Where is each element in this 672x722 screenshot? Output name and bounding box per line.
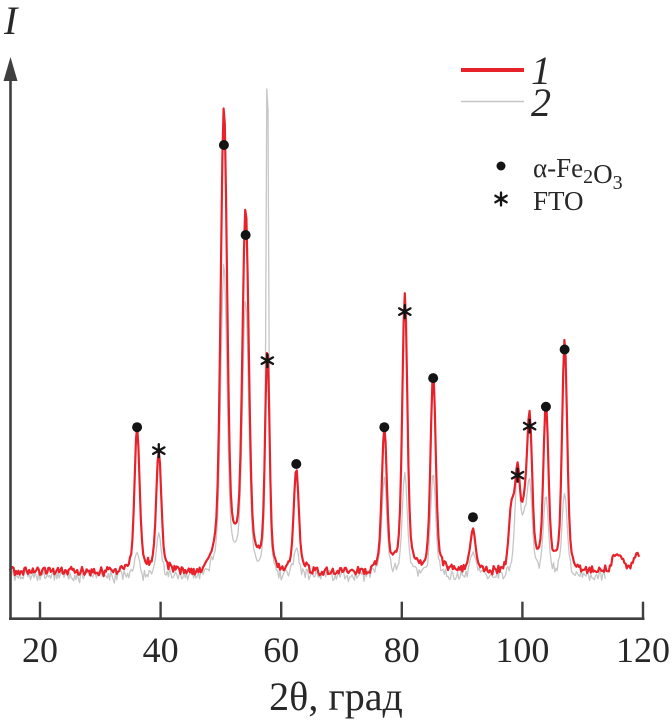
legend-label-series-2: 2 — [531, 80, 551, 125]
phase-label-fto: FTO — [533, 186, 584, 216]
hematite-peak-dot-icon — [132, 422, 143, 433]
fto-peak-asterisk-icon — [510, 467, 525, 483]
hematite-peak-dot-icon — [540, 401, 551, 412]
x-tick-label: 120 — [616, 630, 670, 670]
fto-peak-asterisk-icon — [260, 353, 275, 369]
x-axis-title: 2θ, град — [269, 674, 403, 719]
curves — [8, 88, 640, 584]
curve-1 — [8, 107, 640, 578]
peak-markers — [132, 140, 570, 523]
hematite-peak-dot-icon — [559, 344, 570, 355]
hematite-dot-icon — [496, 161, 506, 171]
fto-peak-asterisk-icon — [151, 443, 166, 459]
hematite-peak-dot-icon — [428, 373, 439, 384]
y-axis-arrow-icon — [3, 57, 18, 81]
x-tick-label: 80 — [384, 630, 420, 670]
legend: 1 2 α-Fe2O3 FTO — [461, 48, 623, 216]
hematite-peak-dot-icon — [218, 140, 229, 150]
x-tick-label: 20 — [22, 630, 58, 670]
legend-label-series-1: 1 — [531, 48, 551, 93]
x-tick-label: 60 — [263, 630, 299, 670]
hematite-peak-dot-icon — [467, 512, 478, 523]
fto-peak-asterisk-icon — [398, 303, 412, 320]
hematite-peak-dot-icon — [291, 459, 302, 470]
y-axis-title: I — [3, 0, 19, 43]
x-tick-label: 100 — [495, 630, 549, 670]
fto-asterisk-icon — [494, 191, 508, 207]
hematite-peak-dot-icon — [379, 422, 390, 433]
hematite-peak-dot-icon — [240, 229, 251, 240]
x-tick-label: 40 — [143, 630, 179, 670]
fto-asterisk-icon — [494, 191, 508, 207]
fto-peak-asterisk-icon — [522, 418, 537, 434]
axes: 20 40 60 80 100 120 — [3, 57, 670, 670]
curve-2 — [9, 88, 606, 584]
phase-label-hematite: α-Fe2O3 — [533, 153, 623, 194]
